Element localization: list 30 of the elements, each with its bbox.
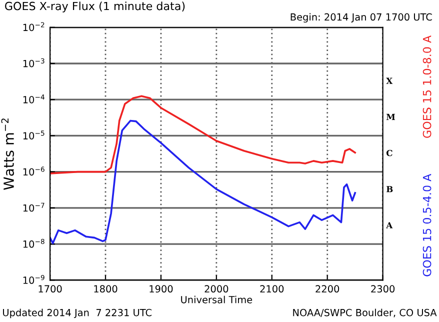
text: B	[386, 186, 393, 192]
text: Updated 2014 Jan 7 2231 UTC	[3, 308, 152, 318]
x-tick-label: 1800	[94, 285, 118, 293]
y-axis-title: Watts m$^{−2}$	[1, 118, 14, 190]
text: C	[386, 150, 392, 156]
x-tick-label: 2100	[260, 285, 284, 293]
text: GOES 15 0.5-4.0 A	[422, 174, 432, 276]
x-tick-label: 2200	[316, 285, 340, 293]
line-series	[50, 95, 356, 174]
chart-title: GOES X-ray Flux (1 minute data)	[5, 2, 185, 12]
y-tick-label: 10$^{−4}$	[23, 94, 44, 104]
text: NOAA/SWPC Boulder, CO USA	[293, 308, 437, 318]
text: X	[386, 78, 393, 84]
y-tick-label: 10$^{−9}$	[23, 274, 44, 284]
y-tick-label: 10$^{−3}$	[23, 58, 44, 68]
y-tick-label: 10$^{−7}$	[23, 202, 44, 212]
text: A	[386, 222, 393, 228]
x-tick-label: 2000	[204, 285, 228, 293]
y-tick-label: 10$^{−8}$	[23, 238, 44, 248]
y-tick-label: 10$^{−2}$	[23, 22, 44, 32]
text: GOES 15 1.0-8.0 A	[422, 35, 432, 138]
y-tick-label: 10$^{−6}$	[23, 166, 44, 176]
x-axis-title: Universal Time	[181, 296, 252, 304]
x-tick-label: 2300	[371, 285, 395, 293]
x-tick-label: 1900	[150, 285, 173, 293]
y-tick-label: 10$^{−5}$	[23, 130, 44, 140]
x-tick-label: 1700	[38, 285, 62, 293]
text: M	[386, 114, 395, 120]
chart-subtitle: Begin: 2014 Jan 07 1700 UTC	[290, 13, 432, 23]
line-series	[50, 120, 356, 244]
